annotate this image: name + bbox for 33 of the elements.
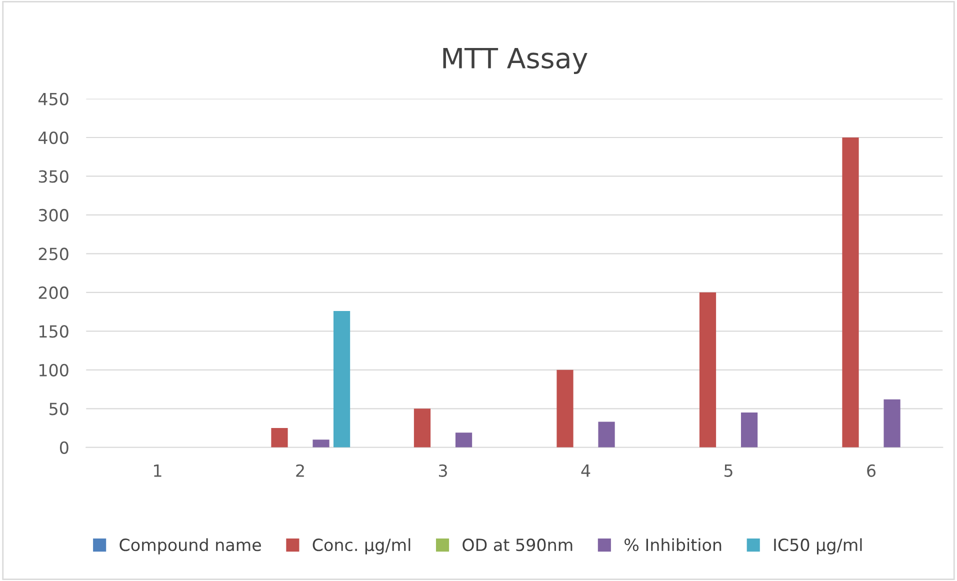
bar <box>414 408 431 448</box>
bar <box>312 440 330 448</box>
bar <box>740 412 758 448</box>
y-tick-label: 0 <box>60 441 68 454</box>
bar <box>271 428 288 448</box>
x-tick-label: 5 <box>724 464 732 477</box>
y-tick-label: 100 <box>39 364 68 376</box>
legend-label: % Inhibition <box>624 538 722 552</box>
chart-title: MTT Assay <box>443 48 588 74</box>
legend-label: OD at 590nm <box>462 538 572 552</box>
x-tick-label: 4 <box>581 464 590 477</box>
x-tick-label: 2 <box>296 464 304 477</box>
bar <box>333 311 350 448</box>
x-tick-label: 1 <box>154 464 162 477</box>
y-tick-label: 200 <box>38 286 68 300</box>
y-tick-label: 400 <box>38 131 68 144</box>
bar <box>884 399 900 448</box>
y-tick-label: 300 <box>38 208 68 222</box>
legend-label: Conc. µg/ml <box>312 538 410 554</box>
bar <box>556 370 574 448</box>
y-tick-label: 250 <box>38 248 68 260</box>
x-tick-label: 3 <box>438 464 447 477</box>
bar <box>455 432 472 448</box>
bar <box>598 422 615 448</box>
y-tick-label: 350 <box>38 170 68 183</box>
y-tick-label: 150 <box>39 325 68 338</box>
y-tick-label: 50 <box>50 402 68 416</box>
bar <box>842 138 859 448</box>
y-tick-label: 450 <box>38 92 68 106</box>
bar <box>699 292 716 448</box>
legend-label: Compound name <box>120 538 261 554</box>
x-tick-label: 6 <box>867 464 876 477</box>
legend-label: IC50 µg/ml <box>774 538 862 554</box>
